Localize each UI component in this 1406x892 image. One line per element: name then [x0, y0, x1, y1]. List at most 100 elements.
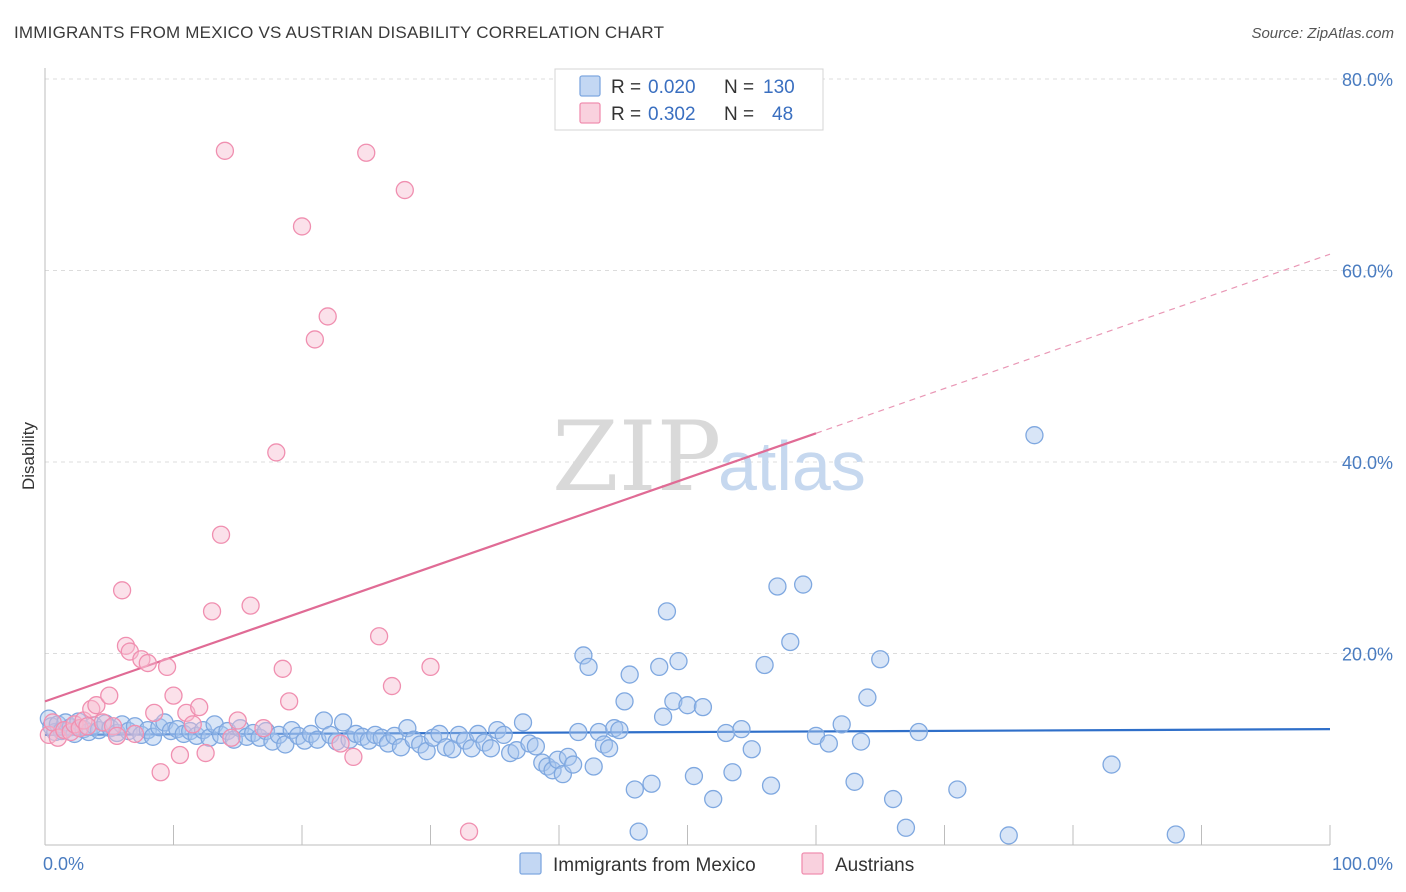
legend-n-value-mexico: 130	[763, 77, 795, 98]
point-mexico	[832, 715, 851, 734]
point-mexico	[1102, 755, 1121, 774]
point-austrians	[222, 728, 241, 747]
point-mexico	[494, 725, 513, 745]
point-austrians	[357, 143, 376, 162]
watermark: ZIP atlas	[552, 401, 866, 513]
point-mexico	[398, 719, 417, 738]
point-mexico	[625, 780, 644, 799]
point-austrians	[228, 711, 247, 730]
point-austrians	[196, 743, 215, 763]
point-mexico	[794, 575, 813, 594]
point-austrians	[241, 596, 260, 615]
grid-lines	[45, 78, 1392, 654]
legend-n-label-austrians: N =	[724, 104, 754, 125]
point-mexico	[909, 722, 928, 742]
data-points	[39, 141, 1185, 845]
chart-source: Source: ZipAtlas.com	[1251, 25, 1394, 42]
point-mexico	[755, 655, 774, 675]
y-tick-label: 20.0%	[1342, 645, 1393, 665]
legend-n-value-austrians: 48	[772, 104, 793, 125]
point-mexico	[653, 707, 673, 726]
point-austrians	[55, 720, 74, 740]
watermark-atlas: atlas	[718, 427, 866, 505]
point-mexico	[615, 692, 634, 711]
x-tick-label: 100.0%	[1332, 854, 1393, 874]
point-austrians	[344, 747, 363, 767]
point-mexico	[999, 826, 1018, 845]
point-austrians	[459, 822, 479, 841]
point-mexico	[569, 722, 588, 742]
legend-r-label-mexico: R =	[611, 77, 641, 98]
point-mexico	[851, 732, 871, 751]
point-austrians	[87, 696, 106, 715]
x-tick-label: 0.0%	[43, 854, 84, 874]
point-mexico	[543, 761, 562, 780]
point-austrians	[331, 734, 350, 753]
x-tick-labels: 0.0% 100.0%	[43, 854, 1393, 874]
legend-swatch-austrians	[579, 102, 601, 124]
point-mexico	[871, 650, 890, 669]
point-mexico	[716, 723, 736, 743]
point-mexico	[693, 697, 713, 717]
point-mexico	[620, 665, 639, 684]
point-mexico	[1166, 825, 1185, 844]
point-austrians	[382, 676, 402, 696]
point-mexico	[896, 818, 916, 837]
y-tick-label: 60.0%	[1342, 262, 1393, 282]
point-austrians	[421, 657, 440, 677]
series-legend: Immigrants from Mexico Austrians	[519, 852, 914, 876]
trend-line-austrians	[44, 432, 817, 703]
y-tick-labels: 20.0% 40.0% 60.0% 80.0%	[1342, 70, 1393, 665]
point-mexico	[732, 719, 751, 739]
legend-r-value-austrians: 0.302	[648, 104, 696, 125]
point-mexico	[200, 728, 219, 747]
point-mexico	[295, 731, 314, 750]
y-tick-label: 80.0%	[1342, 70, 1393, 90]
point-austrians	[292, 217, 312, 236]
bottom-legend-swatch-mexico	[519, 852, 542, 875]
legend-r-label-austrians: R =	[611, 104, 641, 125]
point-austrians	[305, 330, 325, 349]
point-mexico	[883, 789, 903, 809]
point-mexico	[584, 757, 603, 776]
correlation-legend: R = 0.020 N = 130 R = 0.302 N = 48	[554, 68, 824, 131]
trend-line-austrians-extension	[815, 253, 1331, 434]
point-mexico	[436, 738, 456, 757]
point-mexico	[761, 776, 781, 795]
point-austrians	[100, 686, 119, 705]
point-mexico	[481, 739, 501, 758]
bottom-legend-swatch-austrians	[801, 852, 824, 875]
watermark-zip: ZIP	[552, 401, 721, 513]
point-austrians	[273, 659, 292, 678]
trend-line-mexico	[44, 728, 1331, 736]
point-mexico	[143, 727, 163, 746]
bottom-legend-label-austrians: Austrians	[835, 855, 914, 876]
point-austrians	[138, 653, 157, 673]
point-austrians	[254, 719, 273, 738]
y-axis-label: Disability	[19, 421, 38, 490]
axes	[44, 68, 1331, 846]
point-mexico	[664, 692, 683, 711]
point-austrians	[112, 581, 132, 600]
point-austrians	[279, 692, 299, 711]
point-austrians	[267, 443, 286, 462]
point-mexico	[526, 737, 546, 756]
point-mexico	[723, 763, 742, 782]
point-austrians	[157, 657, 177, 677]
point-austrians	[215, 141, 235, 160]
point-austrians	[78, 717, 97, 736]
y-tick-label: 40.0%	[1342, 453, 1393, 473]
point-austrians	[183, 715, 202, 734]
point-mexico	[563, 755, 583, 774]
point-mexico	[704, 789, 723, 809]
point-austrians	[103, 717, 123, 736]
chart-title: IMMIGRANTS FROM MEXICO VS AUSTRIAN DISAB…	[14, 23, 665, 42]
point-mexico	[650, 657, 669, 677]
point-mexico	[948, 780, 967, 799]
point-mexico	[669, 652, 688, 671]
point-austrians	[395, 180, 414, 200]
point-austrians	[151, 763, 170, 782]
point-mexico	[610, 720, 629, 740]
point-austrians	[369, 627, 389, 646]
